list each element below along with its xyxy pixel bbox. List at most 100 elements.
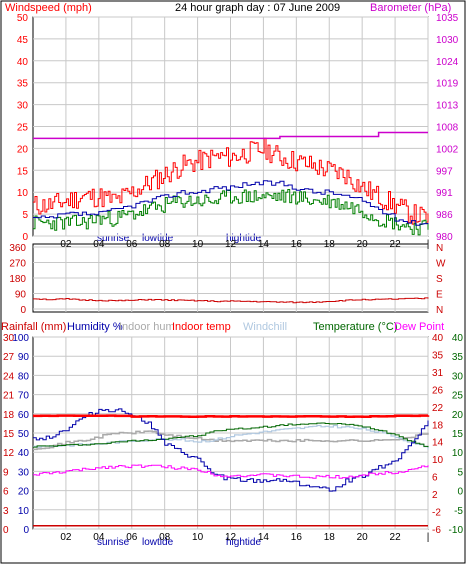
y-tick-label-dir: 360: [9, 243, 26, 254]
x-tick-label: 12: [225, 532, 237, 543]
y-tick-label-wind: 30: [17, 101, 29, 112]
y2-tick-label-temp: -10: [449, 525, 464, 536]
x-tick-label: |: [427, 532, 430, 543]
y-tick-label-rain: 6: [3, 487, 9, 498]
indoor-temp-line: [33, 414, 430, 418]
y2-tick-label-indoor: 18: [432, 420, 444, 431]
y-tick-label-rain: 9: [3, 467, 9, 478]
dewpoint-line: [33, 464, 429, 479]
y-tick-label-wind: 5: [22, 210, 28, 221]
y-tick-label-humidity: 50: [18, 429, 30, 440]
y2-tick-label-temp: 10: [452, 448, 464, 459]
chart-title: 24 hour graph day : 07 June 2009: [175, 2, 340, 14]
indoor-hum-line: [33, 430, 429, 451]
x-tick-label: 14: [258, 532, 270, 543]
y-tick-label-wind: 40: [17, 57, 29, 68]
y-tick-label-rain: 27: [3, 352, 15, 363]
avg-wind-line: [33, 189, 429, 236]
y-tick-label-humidity: 100: [12, 333, 29, 344]
y2-tick-label-indoor: 31: [432, 368, 444, 379]
y2-tick-label-baro: 986: [436, 210, 453, 221]
y-tick-label-humidity: 10: [18, 506, 30, 517]
y2-tick-label-indoor: 2: [432, 490, 438, 501]
x-tick-label: 14: [258, 239, 270, 250]
y2-tick-label-baro: 991: [436, 188, 453, 199]
barometer-label: Barometer (hPa): [370, 2, 451, 14]
x-tick-label: 06: [126, 239, 138, 250]
y2-tick-label-baro: 980: [436, 232, 453, 243]
x-tick-label: 04: [93, 532, 105, 543]
indoor-hum-label: Indoor hum: [119, 321, 175, 333]
windspeed-line: [33, 180, 429, 226]
y2-tick-label-indoor: 10: [432, 455, 444, 466]
barometer-line: [33, 131, 428, 140]
y-tick-label-humidity: 70: [18, 391, 30, 402]
y-tick-label-humidity: 90: [18, 352, 30, 363]
y2-tick-label-indoor: 35: [432, 350, 444, 361]
y2-tick-label-temp: 25: [452, 391, 464, 402]
windchill-label: Windchill: [243, 321, 287, 333]
indoor-temp-label: Indoor temp: [172, 321, 231, 333]
sunrise-label-bottom: sunrise: [97, 537, 130, 548]
y2-tick-label-temp: 30: [452, 371, 464, 382]
y-tick-label-wind: 15: [17, 166, 29, 177]
y-tick-label-wind: 45: [17, 35, 29, 46]
temperature-label: Temperature (°C): [313, 321, 397, 333]
y-tick-label-dir: 180: [9, 274, 26, 285]
x-tick-label: 08: [159, 239, 171, 250]
x-tick-label: 08: [159, 532, 171, 543]
y2-tick-label-temp: 0: [457, 487, 463, 498]
y2-tick-label-temp: 35: [452, 352, 464, 363]
y2-tick-label-baro: 1002: [436, 144, 459, 155]
y-tick-label-humidity: 30: [18, 467, 30, 478]
rainfall-label: Rainfall (mm): [1, 321, 66, 333]
y-tick-label-rain: 0: [3, 525, 9, 536]
y2-tick-label-temp: 40: [452, 333, 464, 344]
y-tick-label-dir: 270: [9, 259, 26, 270]
lowtide-label-top: lowtide: [142, 233, 174, 244]
y-tick-label-rain: 18: [3, 410, 15, 421]
y-tick-label-rain: 30: [3, 333, 15, 344]
y-tick-label-rain: 15: [3, 429, 15, 440]
y-tick-label-humidity: 40: [18, 448, 30, 459]
gust-line: [33, 137, 429, 225]
y2-tick-label-indoor: 14: [432, 438, 444, 449]
y-tick-label-wind: 0: [22, 232, 28, 243]
y-tick-label-wind: 50: [17, 13, 29, 24]
hightide-label-top: hightide: [226, 233, 261, 244]
y-tick-label-humidity: 80: [18, 371, 30, 382]
direction-line: [33, 297, 429, 304]
humidity-line: [33, 408, 429, 492]
y-tick-label-rain: 3: [3, 506, 9, 517]
x-tick-label: 20: [357, 239, 369, 250]
y2-tick-label-baro: 1013: [436, 101, 459, 112]
y-tick-label-rain: 21: [3, 391, 15, 402]
y2-tick-label-compass: N: [436, 243, 443, 254]
humidity-label: Humidity %: [67, 321, 123, 333]
y2-tick-label-compass: E: [436, 290, 443, 301]
y2-tick-label-compass: W: [436, 259, 446, 270]
y-tick-label-humidity: 20: [18, 487, 30, 498]
x-tick-label: 20: [357, 532, 369, 543]
sunrise-label-top: sunrise: [97, 233, 130, 244]
y-tick-label-humidity: 0: [23, 525, 29, 536]
y-tick-label-wind: 25: [17, 123, 29, 134]
x-tick-label: 02: [60, 239, 72, 250]
x-tick-label: 02: [60, 532, 72, 543]
y-tick-label-dir: 90: [15, 290, 27, 301]
y2-tick-label-indoor: 40: [432, 333, 444, 344]
x-tick-label: 18: [324, 532, 336, 543]
x-tick-label: 22: [390, 239, 402, 250]
y2-tick-label-baro: 1019: [436, 79, 459, 90]
x-tick-label: 16: [291, 532, 303, 543]
y2-tick-label-temp: 5: [457, 467, 463, 478]
hightide-label-bottom: hightide: [226, 537, 261, 548]
x-tick-label: 16: [291, 239, 303, 250]
y2-tick-label-baro: 1024: [436, 57, 459, 68]
y-tick-label-dir: 0: [20, 305, 26, 316]
y-tick-label-wind: 20: [17, 144, 29, 155]
y2-tick-label-temp: 15: [452, 429, 464, 440]
y2-tick-label-indoor: -2: [432, 508, 441, 519]
